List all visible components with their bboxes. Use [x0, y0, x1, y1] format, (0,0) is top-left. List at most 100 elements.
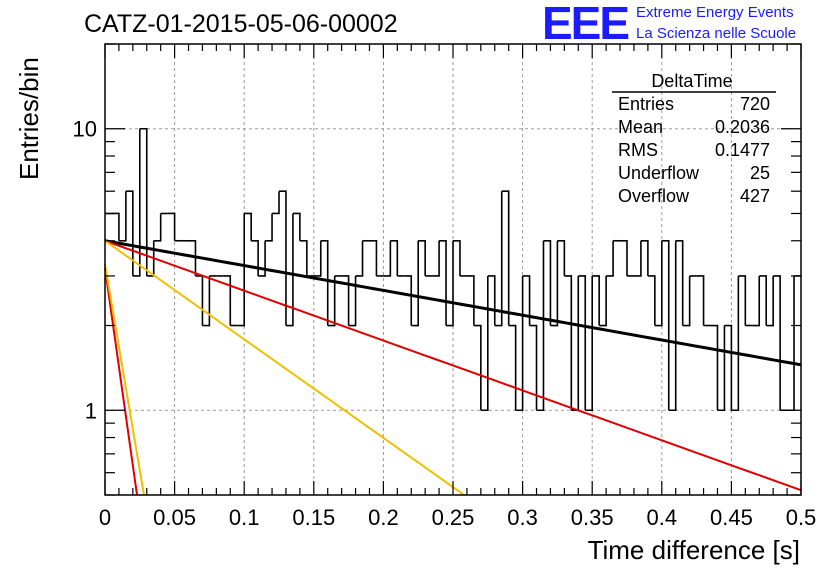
fit-curve: [104, 239, 802, 367]
histogram: [105, 127, 801, 412]
x-tick-label: 0.35: [571, 505, 614, 530]
fit-curve: [104, 264, 145, 496]
histogram-bin: [752, 275, 761, 327]
y-axis: 1 10: [73, 43, 801, 496]
histogram-bin: [731, 275, 740, 412]
x-tick-label: 0.2: [368, 505, 399, 530]
histogram-bin: [640, 239, 649, 276]
stats-entries-label: Entries: [618, 94, 674, 114]
histogram-bin: [661, 239, 670, 411]
histogram-bin: [125, 190, 134, 276]
eee-logo: EEE Extreme Energy Events La Scienza nel…: [542, 0, 796, 49]
histogram-bin: [647, 275, 656, 326]
histogram-bin: [487, 275, 496, 326]
logo-line-1: Extreme Energy Events: [636, 4, 794, 21]
histogram-bin: [299, 239, 308, 276]
histogram-bin: [153, 213, 162, 242]
histogram-bin: [654, 240, 663, 327]
histogram-bin: [439, 239, 447, 326]
histogram-bin: [766, 275, 774, 327]
histogram-bin: [599, 275, 607, 327]
fit-curve: [104, 239, 802, 492]
histogram-bin: [578, 275, 587, 411]
histogram-bin: [738, 275, 747, 326]
histogram-bin: [118, 191, 127, 242]
stats-overflow-value: 427: [740, 186, 770, 206]
logo-mark: EEE: [542, 0, 628, 49]
fit-curve: [104, 267, 139, 496]
histogram-bin: [244, 212, 252, 241]
histogram-bin: [473, 324, 482, 411]
y-tick-label: 10: [73, 117, 97, 142]
histogram-bin: [223, 275, 232, 326]
histogram-bin: [557, 239, 566, 276]
histogram-bin: [675, 239, 684, 326]
x-tick-label: 0.05: [153, 505, 196, 530]
stats-rms-value: 0.1477: [715, 140, 770, 160]
stats-header: DeltaTime: [651, 71, 732, 91]
histogram-bin: [787, 275, 795, 412]
histogram-bin: [724, 324, 733, 411]
grid: [105, 44, 801, 495]
x-tick-label: 0.45: [710, 505, 753, 530]
histogram-bin: [327, 275, 336, 327]
histogram-bin: [710, 324, 719, 411]
x-tick-label: 0: [99, 505, 111, 530]
histogram-bin: [494, 191, 503, 327]
histogram-bin: [272, 191, 280, 215]
histogram-bin: [606, 240, 614, 277]
stats-overflow-label: Overflow: [618, 186, 690, 206]
histogram-bin: [696, 275, 705, 326]
histogram-bin: [251, 239, 259, 276]
histogram-bin: [279, 190, 287, 326]
histogram-bin: [759, 275, 767, 326]
histogram-bin: [585, 275, 593, 412]
histogram-bin: [536, 240, 545, 412]
histogram-bin: [111, 212, 120, 241]
histogram-bin: [390, 239, 399, 276]
stats-rms-label: RMS: [618, 140, 658, 160]
histogram-bin: [320, 239, 329, 326]
x-tick-label: 0.5: [786, 505, 817, 530]
stats-mean-label: Mean: [618, 117, 663, 137]
x-axis: 0 0.05 0.1 0.15 0.2 0.25 0.3 0.35 0.4 0.45 0.5: [99, 44, 816, 530]
histogram-bin: [237, 213, 245, 327]
histogram-bin: [341, 275, 350, 326]
histogram-bin: [167, 212, 176, 241]
histogram-bin: [139, 127, 148, 276]
histogram-bin: [522, 275, 531, 326]
histogram-bin: [668, 240, 677, 412]
histogram-bin: [258, 240, 266, 277]
y-axis-label: Entries/bin: [14, 57, 44, 180]
histogram-bin: [188, 239, 197, 276]
x-tick-label: 0.3: [507, 505, 538, 530]
histogram-bin: [432, 240, 440, 277]
histogram-bin: [313, 240, 322, 277]
histogram-bin: [543, 239, 552, 326]
stats-underflow-label: Underflow: [618, 163, 700, 183]
histogram-bin: [480, 275, 489, 412]
histogram-bin: [411, 240, 419, 327]
histogram-bin: [348, 275, 357, 327]
chart-title: CATZ-01-2015-05-06-00002: [84, 10, 398, 38]
histogram-bin: [404, 275, 413, 326]
histogram-bin: [418, 239, 426, 276]
x-tick-label: 0.1: [229, 505, 260, 530]
histogram-bin: [383, 240, 392, 277]
histogram-bin: [564, 275, 573, 411]
x-tick-label: 0.25: [432, 505, 475, 530]
histogram-bin: [202, 275, 211, 327]
logo-line-2: La Scienza nelle Scuole: [636, 25, 796, 42]
histogram-bin: [292, 212, 301, 241]
histogram-bin: [453, 239, 461, 276]
histogram-bin: [773, 275, 781, 411]
histogram-bin: [355, 240, 364, 277]
stats-box: DeltaTime Entries 720 Mean 0.2036 RMS 0.…: [612, 71, 776, 206]
histogram-bin: [550, 240, 559, 327]
histogram-bin: [285, 213, 294, 327]
histogram-bin: [132, 128, 141, 277]
fit-curve: [104, 239, 465, 496]
histogram-bin: [265, 213, 273, 242]
histogram-bin: [682, 275, 691, 327]
